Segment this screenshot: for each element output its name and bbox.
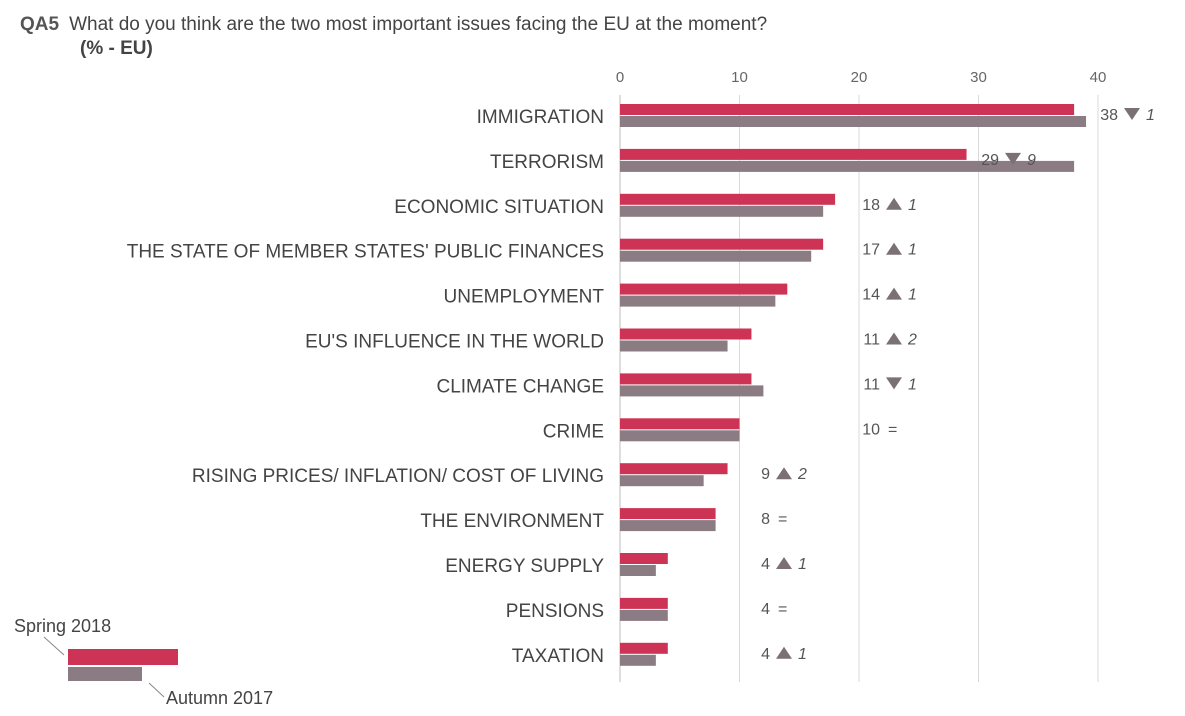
- category-label: THE STATE OF MEMBER STATES' PUBLIC FINAN…: [127, 242, 604, 263]
- bar-spring-2018: [620, 104, 1075, 115]
- bar-spring-2018: [620, 463, 728, 475]
- change-label: 1: [798, 556, 807, 573]
- question-id: QA5: [20, 14, 60, 35]
- category-label: TERRORISM: [490, 152, 604, 173]
- x-tick-label: 40: [1090, 69, 1107, 86]
- value-label: 38: [1100, 107, 1118, 124]
- legend-pointer-spring: [43, 636, 65, 656]
- bar-autumn-2017: [620, 295, 776, 307]
- bar-autumn-2017: [620, 250, 812, 262]
- bar-autumn-2017: [620, 520, 716, 532]
- bar-spring-2018: [620, 553, 668, 564]
- legend-label-autumn: Autumn 2017: [166, 688, 273, 708]
- change-label: 2: [797, 466, 807, 483]
- bar-spring-2018: [620, 508, 716, 520]
- down-triangle-icon: [1124, 108, 1140, 120]
- bar-spring-2018: [620, 418, 740, 430]
- category-labels: IMMIGRATION TERRORISM ECONOMIC SITUATION TH…: [127, 107, 605, 667]
- up-triangle-icon: [886, 332, 902, 345]
- equal-sign-icon: =: [778, 511, 787, 528]
- change-label: 1: [908, 242, 917, 259]
- chart-header: QA5 What do you think are the two most im…: [20, 12, 767, 38]
- bar-autumn-2017: [620, 430, 740, 442]
- category-label: PENSIONS: [506, 601, 604, 622]
- category-label: IMMIGRATION: [477, 107, 604, 128]
- value-label: 29: [981, 152, 999, 169]
- category-label: EU'S INFLUENCE IN THE WORLD: [305, 332, 604, 353]
- up-triangle-icon: [886, 197, 902, 210]
- down-triangle-icon: [886, 377, 902, 390]
- bar-spring-2018: [620, 193, 836, 205]
- bar-autumn-2017: [620, 116, 1087, 127]
- x-axis-ticks: 0 10 20 30 40: [616, 69, 1107, 86]
- category-label: RISING PRICES/ INFLATION/ COST OF LIVING: [192, 466, 604, 487]
- value-label: 4: [761, 556, 770, 573]
- legend-swatch-autumn: [68, 667, 142, 681]
- bar-autumn-2017: [620, 654, 656, 666]
- bar-autumn-2017: [620, 475, 704, 487]
- category-label: UNEMPLOYMENT: [444, 287, 605, 308]
- x-tick-label: 0: [616, 69, 624, 86]
- bar-spring-2018: [620, 148, 967, 160]
- category-label: TAXATION: [512, 646, 604, 667]
- legend-swatch-spring: [68, 649, 178, 665]
- bar-spring-2018: [620, 283, 788, 295]
- x-tick-label: 10: [731, 69, 748, 86]
- category-label: CRIME: [543, 421, 604, 442]
- bar-autumn-2017: [620, 609, 668, 621]
- unit-label: (% - EU): [80, 38, 153, 59]
- bar-autumn-2017: [620, 205, 824, 217]
- value-label: 17: [862, 242, 880, 259]
- up-triangle-icon: [776, 557, 792, 569]
- bar-spring-2018: [620, 597, 668, 609]
- equal-sign-icon: =: [888, 421, 897, 438]
- bar-autumn-2017: [620, 385, 764, 397]
- category-label: ENERGY SUPPLY: [445, 556, 604, 577]
- up-triangle-icon: [886, 242, 902, 255]
- equal-sign-icon: =: [778, 601, 787, 618]
- value-label: 11: [863, 332, 880, 349]
- value-label: 11: [863, 376, 880, 393]
- change-label: 1: [908, 287, 917, 304]
- bar-autumn-2017: [620, 565, 656, 576]
- legend: Spring 2018 Autumn 2017: [14, 616, 273, 708]
- change-label: 1: [908, 376, 917, 393]
- legend-pointer-autumn: [148, 682, 165, 698]
- bar-autumn-2017: [620, 160, 1075, 172]
- bar-spring-2018: [620, 373, 752, 385]
- up-triangle-icon: [886, 287, 902, 300]
- bar-autumn-2017: [620, 340, 728, 352]
- category-label: ECONOMIC SITUATION: [394, 197, 604, 218]
- x-tick-label: 20: [851, 69, 868, 86]
- value-labels: 38 129 918 117 114 111 211 110 =9 28 =4 14 =4 1: [761, 107, 1155, 663]
- category-label: THE ENVIRONMENT: [420, 511, 604, 532]
- question-text: What do you think are the two most impor…: [69, 14, 768, 35]
- value-label: 8: [761, 511, 770, 528]
- category-label: CLIMATE CHANGE: [436, 376, 604, 397]
- value-label: 4: [761, 646, 770, 663]
- up-triangle-icon: [776, 646, 792, 659]
- value-label: 10: [862, 421, 880, 438]
- change-label: 1: [798, 646, 807, 663]
- down-triangle-icon: [1005, 152, 1021, 165]
- bars: [620, 104, 1087, 666]
- change-label: 2: [907, 332, 917, 349]
- change-label: 1: [908, 197, 917, 214]
- up-triangle-icon: [776, 467, 792, 480]
- value-label: 4: [761, 601, 770, 618]
- value-label: 18: [862, 197, 880, 214]
- change-label: 1: [1146, 107, 1155, 124]
- change-label: 9: [1027, 152, 1036, 169]
- value-label: 9: [761, 466, 770, 483]
- bar-spring-2018: [620, 642, 668, 654]
- bar-spring-2018: [620, 238, 824, 250]
- bar-spring-2018: [620, 328, 752, 340]
- legend-label-spring: Spring 2018: [14, 616, 111, 636]
- x-tick-label: 30: [970, 69, 987, 86]
- value-label: 14: [862, 287, 880, 304]
